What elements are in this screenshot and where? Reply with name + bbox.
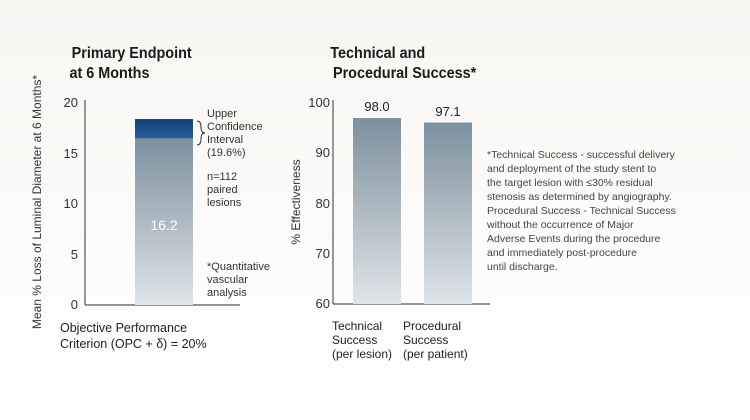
bar-upper-ci bbox=[135, 119, 193, 139]
y-tick-label: 20 bbox=[63, 95, 78, 110]
footnote-line: Procedural Success - Technical Success bbox=[487, 205, 676, 217]
category-label: Procedural bbox=[403, 319, 462, 333]
ci-annotation: (19.6%) bbox=[207, 147, 246, 159]
y-tick-label: 5 bbox=[70, 246, 78, 262]
qva-annotation: *Quantitative bbox=[207, 261, 270, 273]
chart-title: Primary Endpoint bbox=[71, 45, 192, 62]
ci-annotation: Upper bbox=[207, 108, 237, 120]
chart-title: Technical and bbox=[330, 45, 426, 62]
n-annotation: paired bbox=[207, 184, 238, 196]
y-axis-label: Mean % Loss of Luminal Diameter at 6 Mon… bbox=[30, 74, 44, 330]
footnote-line: and deployment of the study stent to bbox=[487, 163, 657, 175]
bar-value-label: 98.0 bbox=[364, 99, 390, 115]
chart-title: Procedural Success* bbox=[332, 65, 477, 82]
footnote-line: and immediately post-procedure bbox=[487, 247, 637, 259]
y-tick-label: 0 bbox=[70, 297, 78, 312]
footnote-line: Adverse Events during the procedure bbox=[487, 233, 661, 245]
x-axis-label: Objective Performance bbox=[60, 321, 188, 335]
bar-mean-loss bbox=[135, 138, 193, 305]
n-annotation: n=112 bbox=[207, 171, 238, 183]
category-label: (per lesion) bbox=[332, 347, 393, 361]
y-tick-label: 15 bbox=[63, 145, 78, 161]
category-label: (per patient) bbox=[403, 347, 468, 361]
y-tick-label: 100 bbox=[308, 95, 330, 110]
bar-technical-success bbox=[353, 118, 401, 304]
footnote-line: *Technical Success - successful delivery bbox=[487, 149, 675, 161]
y-tick-label: 10 bbox=[63, 196, 78, 211]
y-axis-label: % Effectiveness bbox=[289, 159, 303, 245]
category-label: Success bbox=[403, 333, 449, 347]
bar-value-label: 97.1 bbox=[435, 103, 461, 119]
bar-value-label: 16.2 bbox=[150, 217, 178, 233]
ci-annotation: Confidence bbox=[207, 121, 263, 133]
y-tick-label: 80 bbox=[315, 195, 330, 211]
ci-brace bbox=[196, 120, 206, 146]
qva-annotation: vascular bbox=[207, 274, 248, 286]
n-annotation: lesions bbox=[207, 197, 242, 209]
footnote-line: stenosis as determined by angiography. bbox=[487, 191, 672, 203]
footnote-line: until discharge. bbox=[487, 261, 558, 273]
y-tick-label: 60 bbox=[315, 296, 330, 311]
footnote-line: without the occurrence of Major bbox=[487, 219, 634, 231]
y-tick-label: 90 bbox=[315, 145, 330, 161]
y-tick-label: 70 bbox=[315, 245, 330, 261]
bar-procedural-success bbox=[424, 122, 472, 304]
chart-title: at 6 Months bbox=[69, 65, 150, 82]
category-label: Technical bbox=[332, 319, 383, 333]
ci-annotation: Interval bbox=[207, 134, 244, 146]
footnote-line: the target lesion with ≤30% residual bbox=[487, 177, 653, 189]
x-axis-label: Criterion (OPC + δ) = 20% bbox=[60, 337, 207, 351]
qva-annotation: analysis bbox=[207, 287, 247, 299]
category-label: Success bbox=[332, 333, 378, 347]
